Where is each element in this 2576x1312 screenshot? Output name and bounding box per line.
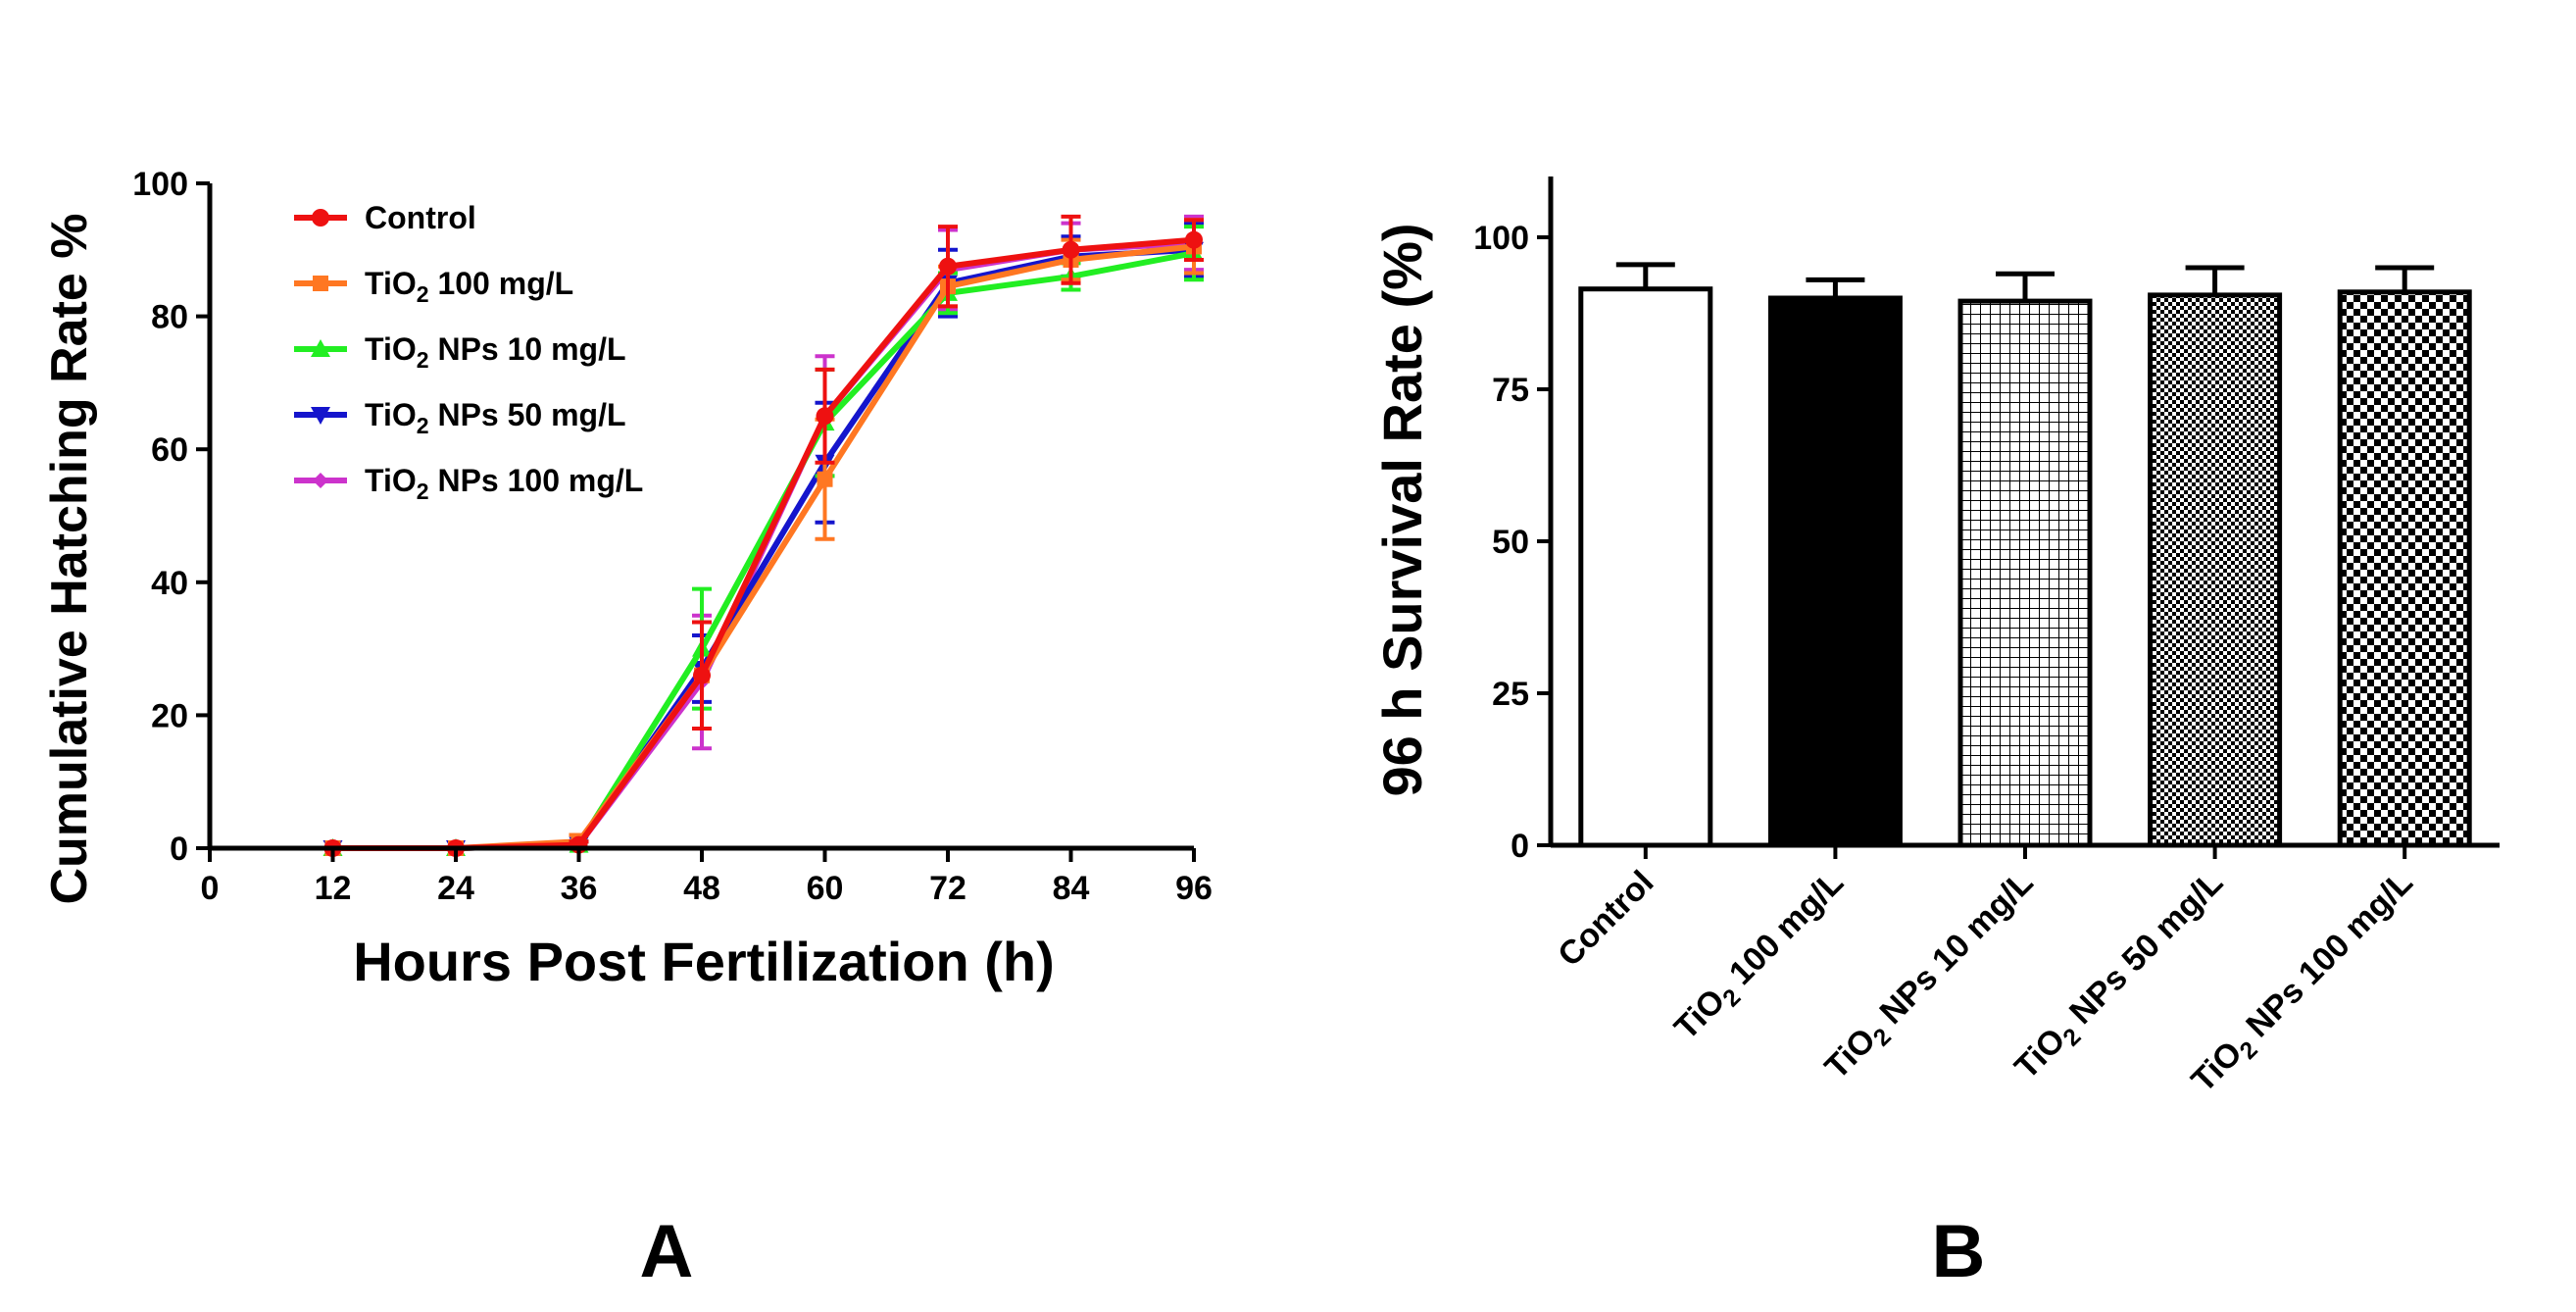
y-tick-label: 80 [151, 299, 188, 336]
legend-entry: TiO2 NPs 50 mg/L [294, 397, 626, 438]
bar [1578, 286, 1713, 848]
x-tick-label: TiO2 100 mg/L [1667, 864, 1855, 1051]
data-point [693, 666, 711, 684]
y-tick-label: 0 [170, 831, 188, 868]
bar [1957, 298, 2093, 848]
legend-label: TiO2 100 mg/L [365, 266, 573, 307]
legend-marker [313, 276, 328, 291]
legend-entry: TiO2 100 mg/L [294, 266, 573, 307]
x-tick-label: 72 [929, 870, 966, 907]
legend-label: Control [365, 200, 476, 235]
legend-marker [311, 339, 330, 357]
bar-group [1767, 277, 1903, 848]
y-tick-label: 60 [151, 431, 188, 469]
panel-label-b: B [1932, 1210, 1986, 1293]
legend-marker [312, 209, 329, 227]
y-tick-label: 25 [1492, 676, 1529, 713]
legend-label: TiO2 NPs 100 mg/L [365, 463, 643, 504]
x-tick-label: 84 [1053, 870, 1090, 907]
y-axis-title: Cumulative Hatching Rate % [41, 213, 98, 904]
y-tick-label: 0 [1511, 828, 1529, 865]
legend-label: TiO2 NPs 10 mg/L [365, 331, 626, 373]
x-tick-label: 48 [683, 870, 720, 907]
y-axis-title: 96 h Survival Rate (%) [1371, 223, 1433, 796]
bar-group [1578, 262, 1713, 848]
y-tick-label: 75 [1492, 372, 1529, 409]
y-tick-label: 100 [1473, 220, 1529, 257]
y-tick-label: 40 [151, 565, 188, 602]
x-tick-label: 36 [561, 870, 598, 907]
data-point [1185, 230, 1203, 249]
x-axis-title: Hours Post Fertilization (h) [353, 931, 1055, 992]
legend: Control TiO2 100 mg/L TiO2 NPs 10 mg/L TiO2… [294, 200, 643, 504]
panel-label-a: A [640, 1210, 694, 1293]
bar-group [2337, 265, 2472, 848]
legend-marker [311, 407, 330, 425]
x-tick-label: 96 [1175, 870, 1213, 907]
y-tick-label: 50 [1492, 524, 1529, 561]
legend-label: TiO2 NPs 50 mg/L [365, 397, 626, 438]
hatching-rate-chart: 0 20 40 60 80 100 0 12 24 36 48 60 72 84 96 Control TiO… [41, 166, 1213, 1293]
data-point [817, 471, 833, 487]
legend-marker [313, 473, 328, 488]
legend-entry: Control [294, 200, 476, 235]
bar [1767, 295, 1903, 848]
data-point [939, 257, 957, 276]
x-tick-label: 60 [807, 870, 844, 907]
bar [2148, 292, 2283, 848]
legend-entry: TiO2 NPs 10 mg/L [294, 331, 626, 373]
y-tick-label: 20 [151, 697, 188, 734]
legend-entry: TiO2 NPs 100 mg/L [294, 463, 643, 504]
bar-group [2148, 265, 2283, 848]
y-tick-label: 100 [132, 166, 188, 203]
bar-group [1957, 271, 2093, 848]
x-tick-label: 0 [201, 870, 220, 907]
data-point [816, 407, 834, 426]
x-tick-label: 24 [437, 870, 474, 907]
data-point [1062, 240, 1080, 259]
x-tick-label: 12 [315, 870, 352, 907]
x-tick-label: Control [1551, 864, 1660, 974]
bar [2337, 289, 2472, 848]
